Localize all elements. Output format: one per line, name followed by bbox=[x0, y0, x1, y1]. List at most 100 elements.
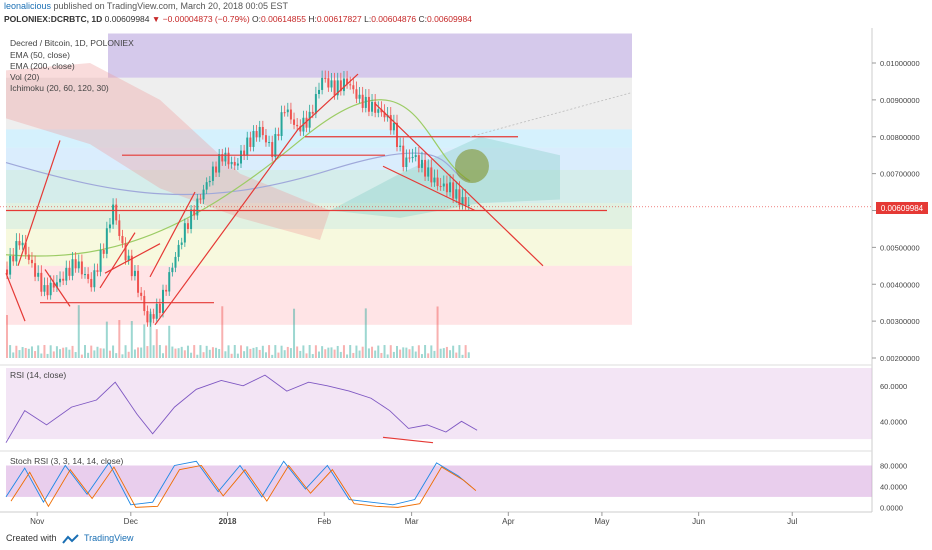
stoch-pane-label: Stoch RSI (3, 3, 14, 14, close) bbox=[10, 456, 124, 466]
volume-bar bbox=[339, 351, 342, 358]
candle-body bbox=[274, 134, 277, 157]
volume-bar bbox=[289, 348, 292, 358]
volume-bar bbox=[327, 347, 330, 358]
candle-body bbox=[346, 78, 349, 85]
volume-bar bbox=[193, 345, 196, 358]
candle-body bbox=[227, 152, 230, 165]
volume-bar bbox=[52, 351, 55, 358]
candle-body bbox=[27, 254, 30, 260]
volume-bar bbox=[40, 353, 43, 358]
candle-body bbox=[308, 111, 311, 128]
volume-bar bbox=[364, 308, 367, 358]
candle-body bbox=[371, 101, 374, 112]
ema50-line bbox=[5, 99, 471, 257]
volume-bar bbox=[261, 345, 264, 358]
volume-bar bbox=[433, 350, 436, 358]
symbol-label: POLONIEX:DCRBTC, 1D bbox=[4, 14, 103, 24]
legend-ema50: EMA (50, close) bbox=[10, 50, 70, 60]
volume-bar bbox=[311, 354, 314, 358]
candle-body bbox=[408, 157, 411, 159]
volume-bar bbox=[333, 349, 336, 358]
candle-body bbox=[205, 182, 208, 190]
volume-bar bbox=[411, 346, 414, 358]
candle-body bbox=[361, 94, 364, 108]
time-tick-label: Feb bbox=[317, 517, 331, 526]
candle-body bbox=[458, 189, 461, 206]
volume-bar bbox=[190, 352, 193, 358]
price-tick-label: 0.00900000 bbox=[880, 96, 920, 105]
tradingview-brand-link[interactable]: TradingView bbox=[84, 533, 134, 543]
candle-body bbox=[130, 255, 133, 277]
volume-bar bbox=[321, 346, 324, 358]
price-tick-label: 0.00800000 bbox=[880, 133, 920, 142]
candle-body bbox=[6, 269, 8, 275]
candle-body bbox=[112, 204, 115, 225]
candle-body bbox=[264, 135, 267, 143]
rsi-divergence-line bbox=[382, 436, 434, 444]
candle-body bbox=[127, 255, 130, 261]
candle-body bbox=[389, 115, 392, 131]
volume-bar bbox=[46, 353, 49, 358]
price-label-box bbox=[876, 202, 928, 214]
trend-line-f bbox=[149, 191, 196, 278]
candle-body bbox=[18, 241, 21, 246]
candle-body bbox=[367, 96, 370, 112]
volume-bar bbox=[59, 349, 62, 358]
volume-bar bbox=[155, 329, 158, 358]
candle-body bbox=[445, 183, 448, 193]
candle-body bbox=[324, 77, 327, 79]
legend-vol: Vol (20) bbox=[10, 72, 39, 82]
candle-body bbox=[424, 159, 427, 177]
volume-bar bbox=[74, 352, 77, 358]
volume-bar bbox=[296, 346, 299, 358]
volume-bar bbox=[271, 354, 274, 358]
volume-bar bbox=[255, 347, 258, 358]
candle-body bbox=[286, 109, 289, 113]
candle-body bbox=[108, 224, 111, 229]
volume-bar bbox=[361, 346, 364, 358]
candle-body bbox=[374, 101, 377, 113]
volume-bar bbox=[84, 345, 86, 358]
volume-bar bbox=[62, 347, 65, 358]
candle-body bbox=[452, 182, 455, 199]
candle-body bbox=[221, 154, 224, 162]
created-with-text: Created with bbox=[6, 533, 57, 543]
volume-bar bbox=[467, 352, 470, 358]
last-price: 0.00609984 bbox=[104, 14, 150, 24]
candle-body bbox=[277, 134, 280, 137]
candle-body bbox=[46, 285, 49, 296]
candle-body bbox=[396, 122, 398, 147]
close-value: 0.00609984 bbox=[427, 14, 472, 24]
low-label: L: bbox=[364, 14, 372, 24]
volume-bar bbox=[383, 345, 386, 358]
candle-body bbox=[333, 80, 336, 96]
volume-bar bbox=[452, 345, 455, 358]
time-tick-label: Mar bbox=[405, 517, 419, 526]
chart-canvas[interactable]: 0.01000000 0.00900000 0.00800000 0.00700000… bbox=[0, 0, 932, 530]
time-tick-label: 2018 bbox=[219, 517, 237, 526]
volume-bar bbox=[211, 347, 214, 358]
stoch-d-line bbox=[10, 464, 477, 508]
candle-body bbox=[174, 256, 177, 268]
candle-body bbox=[43, 285, 46, 292]
time-tick-label: May bbox=[594, 517, 609, 526]
volume-bar bbox=[12, 352, 15, 358]
wedge-top bbox=[374, 103, 544, 267]
volume-bar bbox=[196, 354, 199, 358]
volume-bar bbox=[389, 345, 392, 358]
candle-body bbox=[115, 204, 118, 221]
published-text: published on TradingView.com, March 20, … bbox=[53, 1, 289, 11]
fib-band bbox=[6, 265, 632, 325]
author-link[interactable]: leonalicious bbox=[4, 1, 52, 11]
candle-body bbox=[240, 150, 242, 164]
volume-bar bbox=[21, 347, 24, 358]
rsi-band bbox=[6, 368, 872, 440]
volume-bar bbox=[202, 352, 205, 358]
volume-bar bbox=[186, 345, 189, 358]
time-tick-label: Nov bbox=[30, 517, 44, 526]
open-label: O: bbox=[252, 14, 262, 24]
candle-body bbox=[342, 78, 345, 92]
candle-body bbox=[193, 209, 196, 216]
candle-body bbox=[21, 242, 24, 246]
candle-body bbox=[464, 197, 467, 206]
